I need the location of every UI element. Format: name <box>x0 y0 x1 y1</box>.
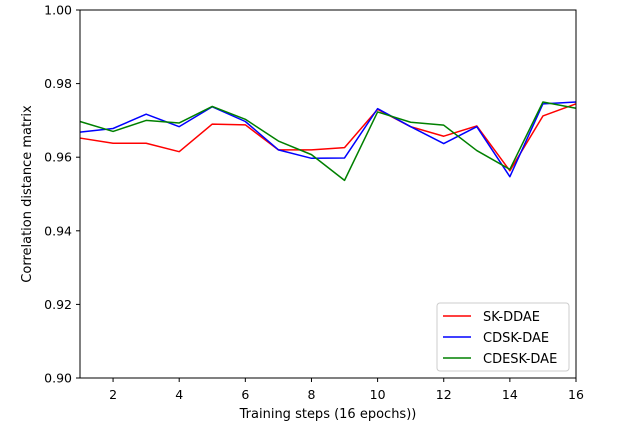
legend-label-sk-ddae: SK-DDAE <box>483 310 540 325</box>
y-tick-label: 1.00 <box>44 3 72 18</box>
x-tick-label: 16 <box>568 387 584 402</box>
legend-label-cdesk-dae: CDESK-DAE <box>483 352 557 367</box>
x-axis-ticks: 2 4 6 8 10 12 14 16 <box>109 378 584 402</box>
y-tick-label: 0.90 <box>44 371 72 386</box>
plot-frame <box>79 9 577 379</box>
series-layer <box>79 101 577 182</box>
x-tick-label: 12 <box>436 387 452 402</box>
x-axis-label: Training steps (16 epochs)) <box>239 407 417 422</box>
y-tick-label: 0.94 <box>44 223 72 238</box>
legend-box <box>436 302 570 372</box>
x-tick-label: 10 <box>370 387 386 402</box>
series-line-cdsk-dae <box>79 101 577 178</box>
x-tick-label: 8 <box>307 387 315 402</box>
x-tick-label: 14 <box>502 387 518 402</box>
x-tick-label: 4 <box>175 387 183 402</box>
legend: SK-DDAE CDSK-DAE CDESK-DAE <box>436 302 570 372</box>
y-tick-label: 0.92 <box>44 297 72 312</box>
y-axis-ticks: 0.90 0.92 0.94 0.96 0.98 1.00 <box>44 3 80 386</box>
series-line-sk-ddae <box>79 103 577 172</box>
x-tick-label: 6 <box>241 387 249 402</box>
legend-label-cdsk-dae: CDSK-DAE <box>483 331 549 346</box>
y-axis-label: Correlation distance matrix <box>20 105 35 283</box>
y-tick-label: 0.96 <box>44 150 72 165</box>
series-line-cdesk-dae <box>79 101 577 182</box>
x-tick-label: 2 <box>109 387 117 402</box>
legend-entries: SK-DDAE CDSK-DAE CDESK-DAE <box>443 310 557 367</box>
y-tick-label: 0.98 <box>44 76 72 91</box>
